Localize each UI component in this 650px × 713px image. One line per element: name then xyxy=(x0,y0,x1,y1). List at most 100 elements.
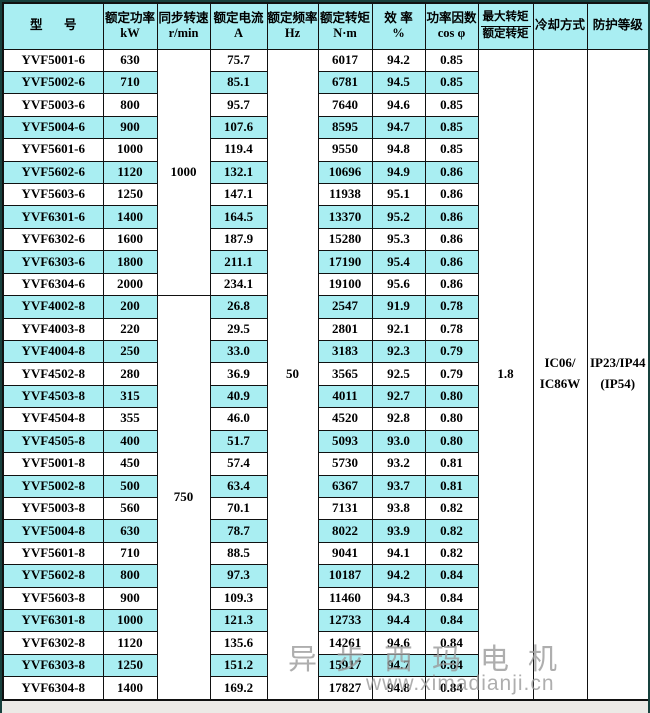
col-header-current: 额定电流 A xyxy=(209,2,268,50)
col-header-protection-label: 防护等级 xyxy=(592,18,643,33)
efficiency-cell: 91.9 xyxy=(371,295,426,319)
current-cell: 85.1 xyxy=(209,70,268,95)
model-cell: YVF4505-8 xyxy=(2,429,104,454)
model-cell: YVF4503-8 xyxy=(2,384,104,409)
table-row: YVF5602-8 800 97.3 10187 94.2 0.84 xyxy=(2,564,648,588)
efficiency-cell: 94.8 xyxy=(371,138,426,162)
power-cell: 1120 xyxy=(102,160,158,185)
current-cell: 169.2 xyxy=(209,676,268,701)
efficiency-cell: 93.8 xyxy=(371,496,426,521)
torque-cell: 10187 xyxy=(317,564,373,588)
current-cell: 33.0 xyxy=(209,339,268,364)
torque-cell: 2801 xyxy=(317,317,373,341)
current-cell: 164.5 xyxy=(209,205,268,229)
current-cell: 36.9 xyxy=(209,362,268,386)
current-cell: 211.1 xyxy=(209,250,268,274)
torque-cell: 6367 xyxy=(317,474,373,498)
torque-cell: 6781 xyxy=(317,70,373,95)
speed-cell: 750 xyxy=(156,295,211,701)
cos-phi-cell: 0.79 xyxy=(424,362,479,386)
current-cell: 109.3 xyxy=(209,586,268,611)
power-cell: 250 xyxy=(102,339,158,364)
cos-phi-cell: 0.84 xyxy=(424,631,479,655)
col-header-cooling: 冷却方式 xyxy=(532,2,588,50)
current-cell: 26.8 xyxy=(209,295,268,319)
model-cell: YVF5002-6 xyxy=(2,70,104,95)
model-cell: YVF4004-8 xyxy=(2,339,104,364)
cos-phi-cell: 0.81 xyxy=(424,474,479,498)
current-cell: 40.9 xyxy=(209,384,268,409)
power-cell: 630 xyxy=(102,48,158,72)
col-header-torque-unit: N·m xyxy=(333,26,357,41)
power-cell: 1600 xyxy=(102,227,158,252)
torque-cell: 11460 xyxy=(317,586,373,611)
table-row: YVF5004-6 900 107.6 8595 94.7 0.85 xyxy=(2,115,648,140)
power-cell: 800 xyxy=(102,93,158,117)
torque-cell: 8595 xyxy=(317,115,373,140)
model-cell: YVF5601-6 xyxy=(2,138,104,162)
current-cell: 234.1 xyxy=(209,272,268,297)
cos-phi-cell: 0.82 xyxy=(424,519,479,543)
current-cell: 187.9 xyxy=(209,227,268,252)
cooling-cell: IC06/IC86W xyxy=(532,48,588,701)
col-header-cos-phi: 功率因数 cos φ xyxy=(424,2,479,50)
torque-cell: 9550 xyxy=(317,138,373,162)
col-header-cooling-label: 冷却方式 xyxy=(534,18,585,33)
power-cell: 400 xyxy=(102,429,158,454)
col-header-power: 额定功率 kW xyxy=(102,2,158,50)
table-row: YVF4504-8 355 46.0 4520 92.8 0.80 xyxy=(2,407,648,431)
model-cell: YVF4003-8 xyxy=(2,317,104,341)
torque-cell: 8022 xyxy=(317,519,373,543)
model-cell: YVF5003-8 xyxy=(2,496,104,521)
cos-phi-cell: 0.85 xyxy=(424,93,479,117)
col-header-torque: 额定转矩 N·m xyxy=(317,2,373,50)
efficiency-cell: 94.8 xyxy=(371,676,426,701)
model-cell: YVF4504-8 xyxy=(2,407,104,431)
table-row: YVF4502-8 280 36.9 3565 92.5 0.79 xyxy=(2,362,648,386)
torque-cell: 10696 xyxy=(317,160,373,185)
cos-phi-cell: 0.82 xyxy=(424,496,479,521)
efficiency-cell: 95.3 xyxy=(371,227,426,252)
current-cell: 51.7 xyxy=(209,429,268,454)
efficiency-cell: 95.6 xyxy=(371,272,426,297)
torque-cell: 12733 xyxy=(317,609,373,633)
col-header-torque-label: 额定转矩 xyxy=(319,10,370,25)
current-cell: 29.5 xyxy=(209,317,268,341)
efficiency-cell: 94.7 xyxy=(371,653,426,678)
table-row: YVF5603-6 1250 147.1 11938 95.1 0.86 xyxy=(2,183,648,207)
table-row: YVF5001-8 450 57.4 5730 93.2 0.81 xyxy=(2,452,648,476)
current-cell: 119.4 xyxy=(209,138,268,162)
col-header-cos-phi-unit: cos φ xyxy=(437,26,466,41)
torque-ratio-numerator: 最大转矩 xyxy=(480,10,531,27)
col-header-speed-label: 同步转速 xyxy=(158,10,209,25)
model-cell: YVF6303-8 xyxy=(2,653,104,678)
power-cell: 2000 xyxy=(102,272,158,297)
col-header-efficiency: 效 率% xyxy=(371,2,426,50)
torque-cell: 7131 xyxy=(317,496,373,521)
table-row: YVF6302-6 1600 187.9 15280 95.3 0.86 xyxy=(2,227,648,252)
torque-cell: 4520 xyxy=(317,407,373,431)
model-cell: YVF6301-6 xyxy=(2,205,104,229)
model-cell: YVF5602-6 xyxy=(2,160,104,185)
cos-phi-cell: 0.84 xyxy=(424,586,479,611)
table-row: YVF5601-8 710 88.5 9041 94.1 0.82 xyxy=(2,541,648,566)
torque-cell: 19100 xyxy=(317,272,373,297)
cos-phi-cell: 0.82 xyxy=(424,541,479,566)
power-cell: 1000 xyxy=(102,138,158,162)
torque-cell: 5730 xyxy=(317,452,373,476)
efficiency-cell: 94.9 xyxy=(371,160,426,185)
efficiency-cell: 94.7 xyxy=(371,115,426,140)
current-cell: 70.1 xyxy=(209,496,268,521)
table-row: YVF4004-8 250 33.0 3183 92.3 0.79 xyxy=(2,339,648,364)
torque-cell: 13370 xyxy=(317,205,373,229)
efficiency-cell: 92.7 xyxy=(371,384,426,409)
efficiency-cell: 94.3 xyxy=(371,586,426,611)
torque-cell: 3565 xyxy=(317,362,373,386)
power-cell: 1120 xyxy=(102,631,158,655)
col-header-torque-ratio: 最大转矩 额定转矩 xyxy=(477,2,534,50)
model-cell: YVF4002-8 xyxy=(2,295,104,319)
model-cell: YVF5001-6 xyxy=(2,48,104,72)
cos-phi-cell: 0.84 xyxy=(424,609,479,633)
torque-cell: 14261 xyxy=(317,631,373,655)
motor-spec-table: 型 号 额定功率 kW 同步转速 r/min 额定电流 A 额定频率 Hz 额定转矩 N·… xyxy=(2,2,648,701)
